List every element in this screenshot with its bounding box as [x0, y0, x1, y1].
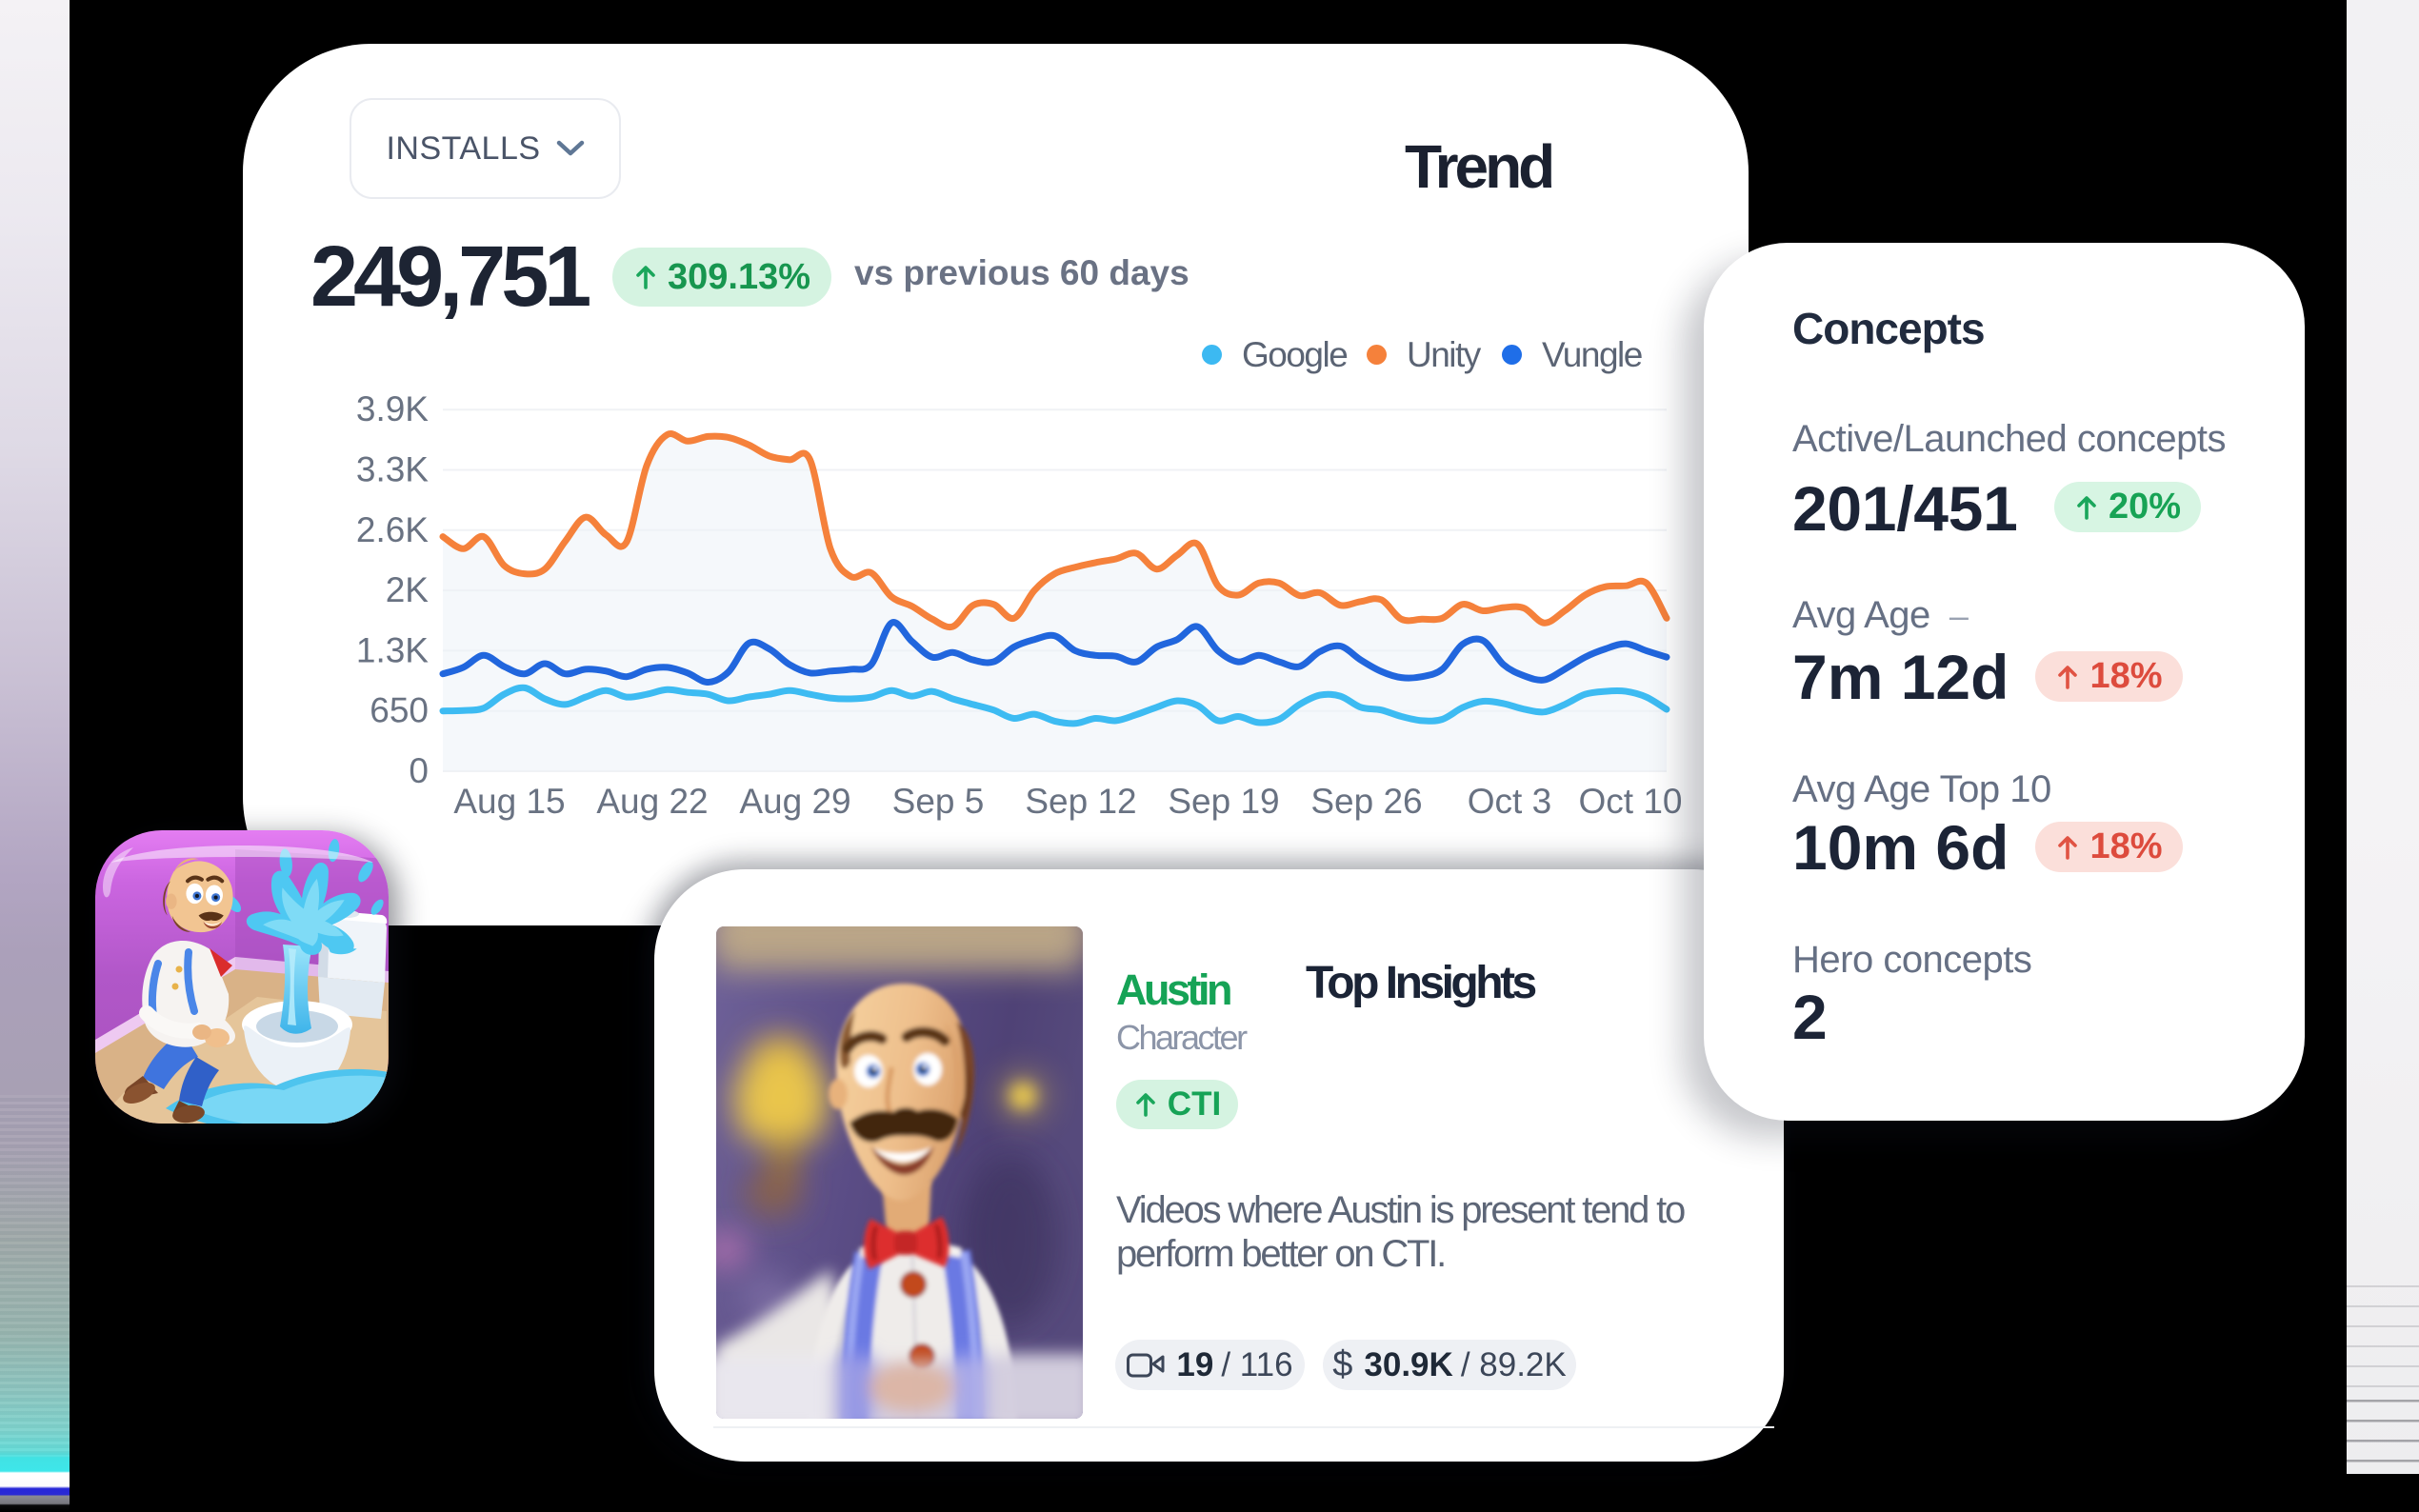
svg-text:2.6K: 2.6K	[356, 510, 429, 549]
svg-text:Aug 15: Aug 15	[453, 782, 565, 821]
svg-text:Sep 12: Sep 12	[1025, 782, 1136, 821]
svg-text:3.3K: 3.3K	[356, 450, 429, 489]
svg-text:650: 650	[370, 691, 429, 730]
svg-text:Sep 5: Sep 5	[892, 782, 985, 821]
svg-text:Oct 10: Oct 10	[1579, 782, 1683, 821]
svg-text:Aug 22: Aug 22	[596, 782, 708, 821]
svg-text:Sep 19: Sep 19	[1168, 782, 1279, 821]
svg-text:Oct 3: Oct 3	[1468, 782, 1551, 821]
svg-text:1.3K: 1.3K	[356, 630, 429, 669]
svg-text:2K: 2K	[386, 570, 430, 609]
svg-text:Aug 29: Aug 29	[739, 782, 850, 821]
svg-text:3.9K: 3.9K	[356, 389, 429, 428]
svg-text:0: 0	[409, 751, 429, 790]
svg-text:Sep 26: Sep 26	[1310, 782, 1422, 821]
